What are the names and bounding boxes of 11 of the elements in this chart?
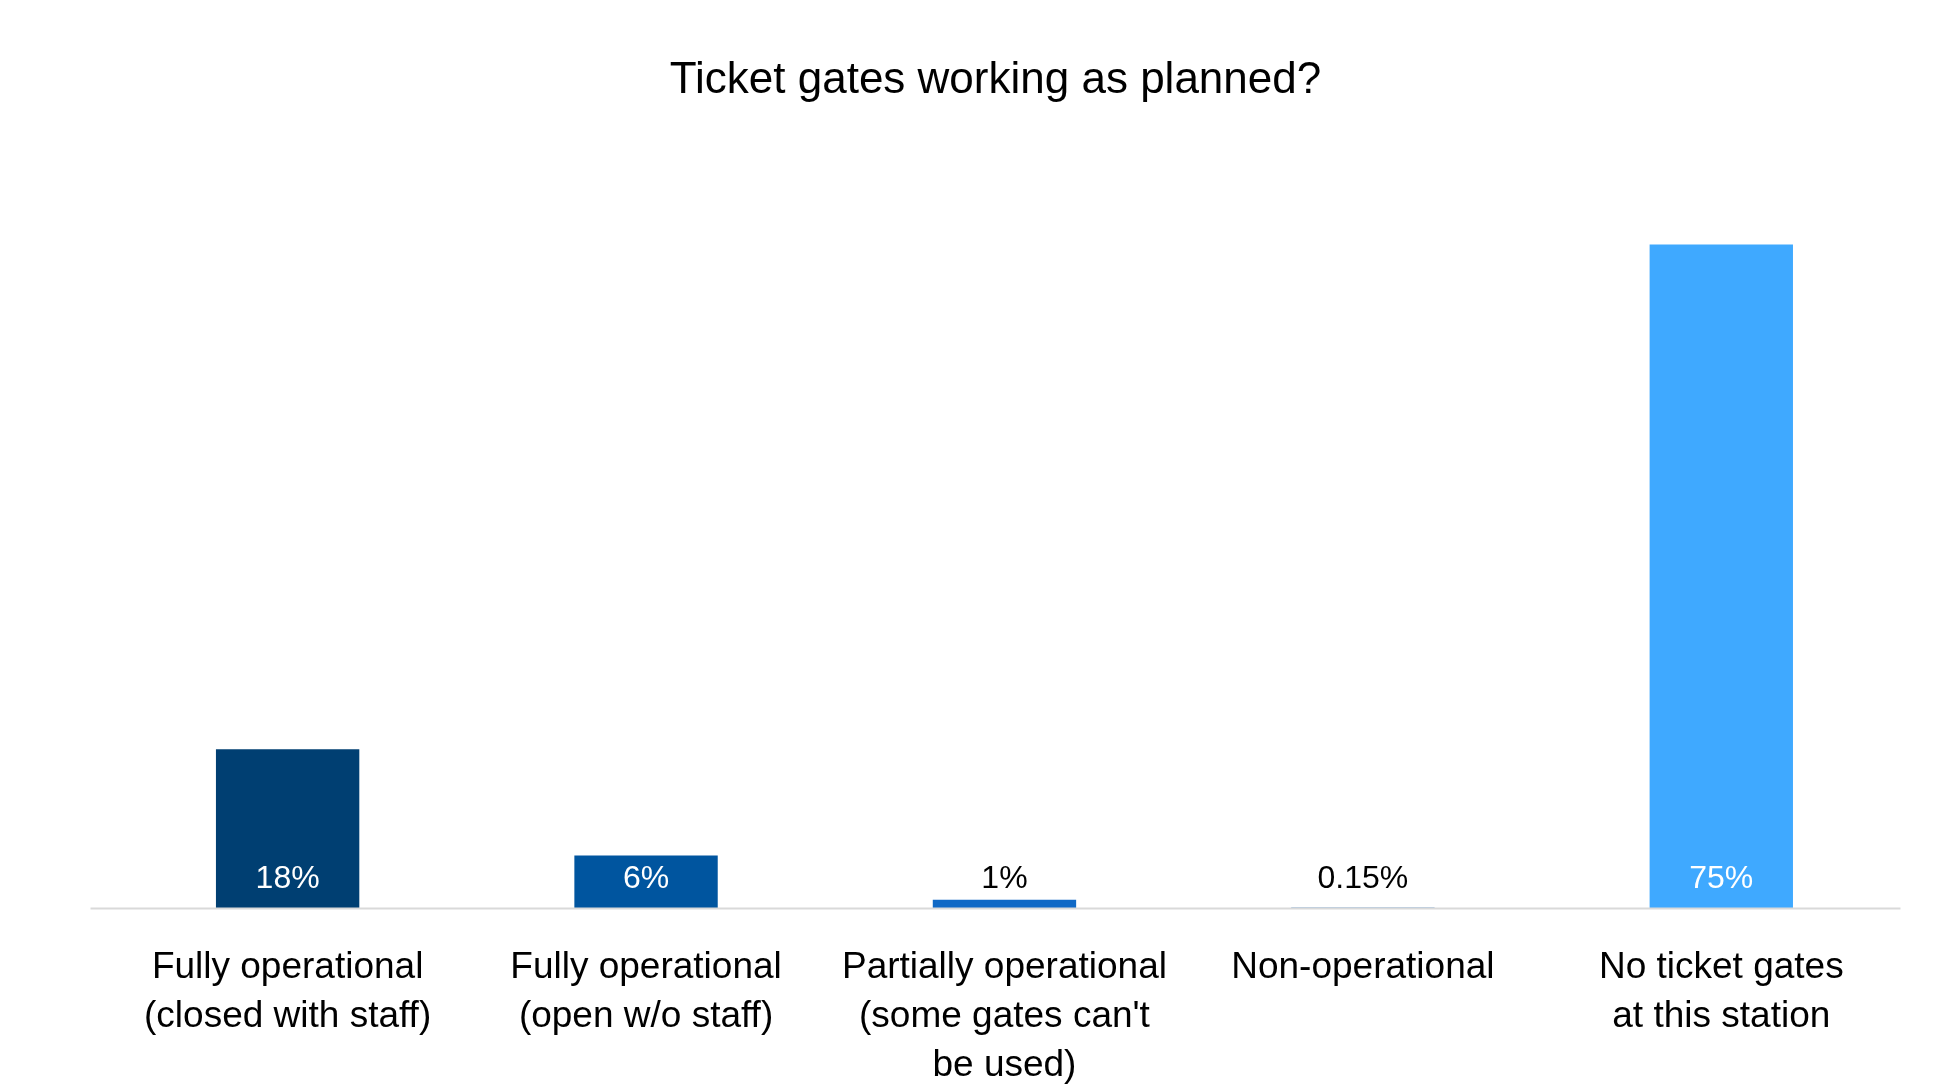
x-tick-label: Fully operational (closed with staff): [144, 944, 432, 1035]
data-label: 75%: [1689, 858, 1754, 895]
data-label: 0.15%: [1317, 858, 1409, 895]
chart-title: Ticket gates working as planned?: [669, 52, 1322, 102]
data-label: 18%: [255, 858, 320, 895]
data-label: 1%: [981, 858, 1028, 895]
x-tick-label: Fully operational (open w/o staff): [510, 944, 782, 1035]
x-tick-label: Non-operational: [1231, 944, 1495, 986]
x-tick-label: Partially operational (some gates can't be used): [841, 944, 1167, 1084]
data-label: 6%: [622, 858, 670, 895]
x-tick-label: No ticket gates at this station: [1598, 944, 1844, 1035]
